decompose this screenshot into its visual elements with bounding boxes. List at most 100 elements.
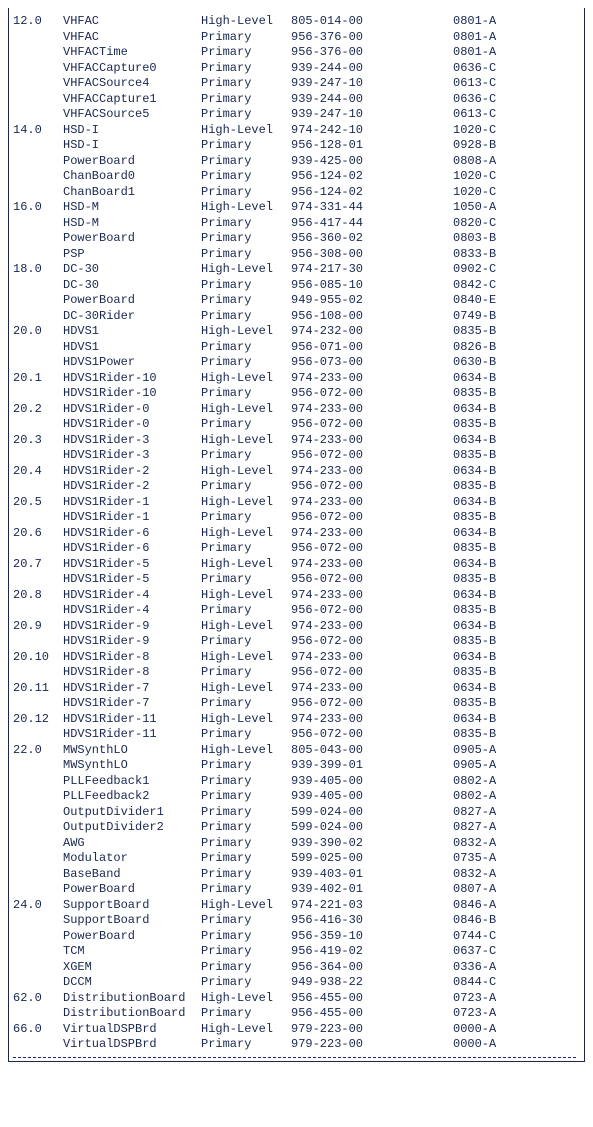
table-row: MWSynthLOPrimary939-399-010905-A (13, 758, 576, 774)
cell-level: Primary (201, 138, 291, 154)
table-row: VHFACTimePrimary956-376-000801-A (13, 45, 576, 61)
cell-code: 0735-A (453, 851, 533, 867)
cell-code: 0723-A (453, 1006, 533, 1022)
cell-part-no: 974-233-00 (291, 464, 453, 480)
table-row: PowerBoardPrimary939-402-010807-A (13, 882, 576, 898)
cell-part-no: 974-233-00 (291, 433, 453, 449)
cell-part-no: 974-233-00 (291, 588, 453, 604)
cell-name: VHFAC (63, 14, 201, 30)
cell-id: 22.0 (13, 743, 63, 759)
cell-level: Primary (201, 789, 291, 805)
cell-name: ChanBoard1 (63, 185, 201, 201)
table-row: 66.0VirtualDSPBrdHigh-Level979-223-00000… (13, 1022, 576, 1038)
cell-code: 0634-B (453, 464, 533, 480)
cell-level: High-Level (201, 526, 291, 542)
cell-id: 20.12 (13, 712, 63, 728)
table-row: 20.7HDVS1Rider-5High-Level974-233-000634… (13, 557, 576, 573)
table-row: VHFACSource5Primary939-247-100613-C (13, 107, 576, 123)
cell-code: 0744-C (453, 929, 533, 945)
cell-part-no: 956-124-02 (291, 185, 453, 201)
cell-id (13, 851, 63, 867)
table-row: DCCMPrimary949-938-220844-C (13, 975, 576, 991)
table-separator (13, 1057, 576, 1059)
cell-code: 0902-C (453, 262, 533, 278)
cell-id (13, 278, 63, 294)
cell-level: Primary (201, 1037, 291, 1053)
cell-id (13, 603, 63, 619)
table-row: 20.4HDVS1Rider-2High-Level974-233-000634… (13, 464, 576, 480)
cell-name: HDVS1Rider-4 (63, 588, 201, 604)
cell-id (13, 61, 63, 77)
cell-part-no: 974-242-10 (291, 123, 453, 139)
cell-level: Primary (201, 216, 291, 232)
cell-level: Primary (201, 944, 291, 960)
cell-part-no: 939-405-00 (291, 774, 453, 790)
cell-name: DC-30 (63, 278, 201, 294)
cell-id (13, 169, 63, 185)
cell-name: OutputDivider2 (63, 820, 201, 836)
cell-level: Primary (201, 61, 291, 77)
cell-level: Primary (201, 185, 291, 201)
cell-id (13, 929, 63, 945)
cell-name: SupportBoard (63, 898, 201, 914)
cell-level: Primary (201, 758, 291, 774)
table-row: HDVS1Rider-9Primary956-072-000835-B (13, 634, 576, 650)
cell-part-no: 974-233-00 (291, 619, 453, 635)
cell-part-no: 956-416-30 (291, 913, 453, 929)
cell-part-no: 805-043-00 (291, 743, 453, 759)
cell-part-no: 949-955-02 (291, 293, 453, 309)
table-row: HDVS1Rider-8Primary956-072-000835-B (13, 665, 576, 681)
cell-id: 20.7 (13, 557, 63, 573)
cell-part-no: 939-244-00 (291, 92, 453, 108)
cell-name: PLLFeedback2 (63, 789, 201, 805)
cell-part-no: 939-390-02 (291, 836, 453, 852)
table-row: AWGPrimary939-390-020832-A (13, 836, 576, 852)
cell-level: High-Level (201, 464, 291, 480)
cell-id: 20.9 (13, 619, 63, 635)
cell-id: 20.1 (13, 371, 63, 387)
cell-name: VHFAC (63, 30, 201, 46)
cell-name: HDVS1Rider-9 (63, 634, 201, 650)
cell-level: Primary (201, 30, 291, 46)
table-row: HSD-IPrimary956-128-010928-B (13, 138, 576, 154)
cell-level: Primary (201, 448, 291, 464)
cell-name: DCCM (63, 975, 201, 991)
cell-code: 0826-B (453, 340, 533, 356)
cell-level: Primary (201, 774, 291, 790)
cell-name: PSP (63, 247, 201, 263)
cell-code: 0835-B (453, 696, 533, 712)
cell-id: 20.4 (13, 464, 63, 480)
cell-name: HSD-M (63, 200, 201, 216)
table-row: PowerBoardPrimary956-360-020803-B (13, 231, 576, 247)
cell-part-no: 939-244-00 (291, 61, 453, 77)
cell-id (13, 216, 63, 232)
cell-code: 0835-B (453, 541, 533, 557)
cell-part-no: 956-124-02 (291, 169, 453, 185)
cell-id (13, 340, 63, 356)
cell-id (13, 805, 63, 821)
cell-id (13, 107, 63, 123)
cell-code: 1020-C (453, 169, 533, 185)
cell-name: HDVS1Rider-2 (63, 479, 201, 495)
cell-level: Primary (201, 355, 291, 371)
cell-id (13, 479, 63, 495)
cell-name: PowerBoard (63, 929, 201, 945)
cell-id (13, 231, 63, 247)
cell-level: Primary (201, 727, 291, 743)
table-row: HDVS1Rider-10Primary956-072-000835-B (13, 386, 576, 402)
cell-id: 20.5 (13, 495, 63, 511)
cell-level: Primary (201, 293, 291, 309)
cell-name: DistributionBoard (63, 1006, 201, 1022)
cell-level: Primary (201, 975, 291, 991)
cell-id (13, 309, 63, 325)
cell-id (13, 45, 63, 61)
cell-part-no: 939-399-01 (291, 758, 453, 774)
cell-level: Primary (201, 107, 291, 123)
cell-name: VHFACSource4 (63, 76, 201, 92)
table-row: VHFACSource4Primary939-247-100613-C (13, 76, 576, 92)
cell-level: Primary (201, 851, 291, 867)
cell-level: High-Level (201, 324, 291, 340)
cell-code: 0835-B (453, 417, 533, 433)
cell-id (13, 960, 63, 976)
table-row: 12.0VHFACHigh-Level805-014-000801-A (13, 14, 576, 30)
